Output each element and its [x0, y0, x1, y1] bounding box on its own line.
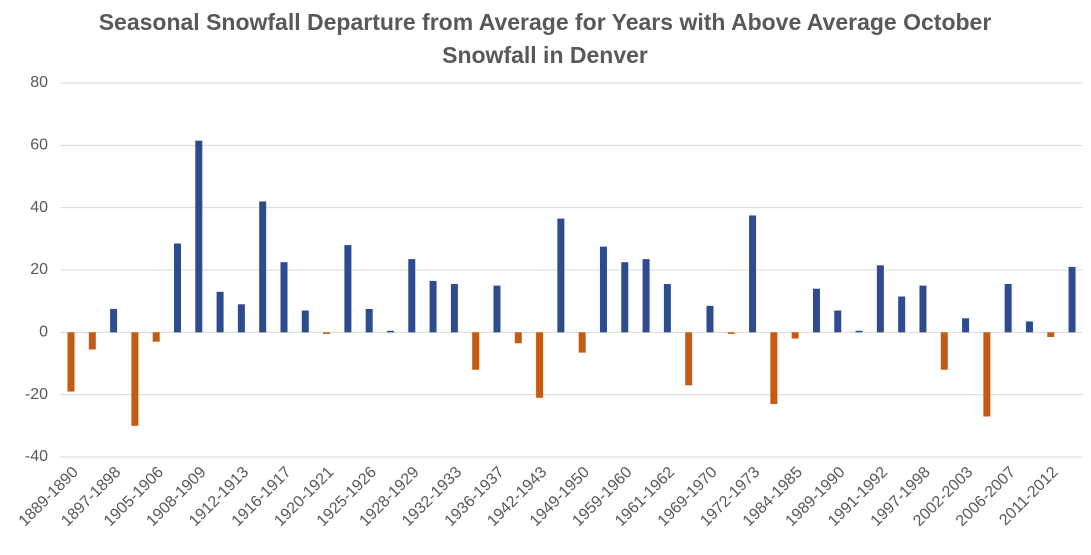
bar	[770, 332, 778, 405]
bar	[962, 318, 970, 333]
bar	[131, 332, 139, 426]
bar	[280, 262, 288, 333]
bar	[919, 285, 927, 333]
bar	[578, 332, 586, 353]
chart-title: Seasonal Snowfall Departure from Average…	[98, 9, 992, 68]
y-tick-label: 20	[30, 261, 48, 278]
bar	[855, 330, 863, 333]
bar	[301, 310, 309, 333]
bar	[323, 332, 331, 334]
bar	[344, 245, 352, 333]
bar	[557, 218, 565, 333]
bar	[1068, 266, 1076, 333]
bar	[173, 243, 181, 333]
bar	[450, 284, 458, 333]
bar	[110, 308, 118, 333]
bar	[195, 140, 203, 333]
y-tick-label: 80	[30, 74, 48, 91]
bar	[216, 291, 224, 333]
bar	[259, 201, 267, 333]
bar	[536, 332, 544, 398]
bar	[940, 332, 948, 370]
bar	[386, 330, 394, 333]
bar	[599, 246, 607, 333]
y-tick-label: -20	[25, 386, 48, 403]
bar	[642, 259, 650, 333]
bar	[88, 332, 96, 350]
bar	[514, 332, 522, 344]
bar	[152, 332, 160, 342]
bar	[408, 259, 416, 333]
y-tick-label: 0	[39, 324, 48, 341]
bar	[791, 332, 799, 339]
bar	[365, 308, 373, 333]
y-tick-label: 60	[30, 137, 48, 154]
bar	[621, 262, 629, 333]
bar	[876, 265, 884, 333]
bar	[237, 304, 245, 333]
bar	[429, 280, 437, 333]
bar	[749, 215, 757, 333]
y-tick-label: 40	[30, 199, 48, 216]
bar	[472, 332, 480, 370]
bar	[1004, 284, 1012, 333]
bar	[727, 332, 735, 334]
bar	[1025, 321, 1033, 333]
bar	[685, 332, 693, 386]
bar	[1047, 332, 1055, 338]
bar	[663, 284, 671, 333]
y-tick-label: -40	[25, 448, 48, 465]
bar	[812, 288, 820, 333]
bar	[834, 310, 842, 333]
bar	[67, 332, 75, 392]
bar	[898, 296, 906, 333]
bar	[983, 332, 991, 417]
bar	[706, 305, 714, 333]
bar	[493, 285, 501, 333]
